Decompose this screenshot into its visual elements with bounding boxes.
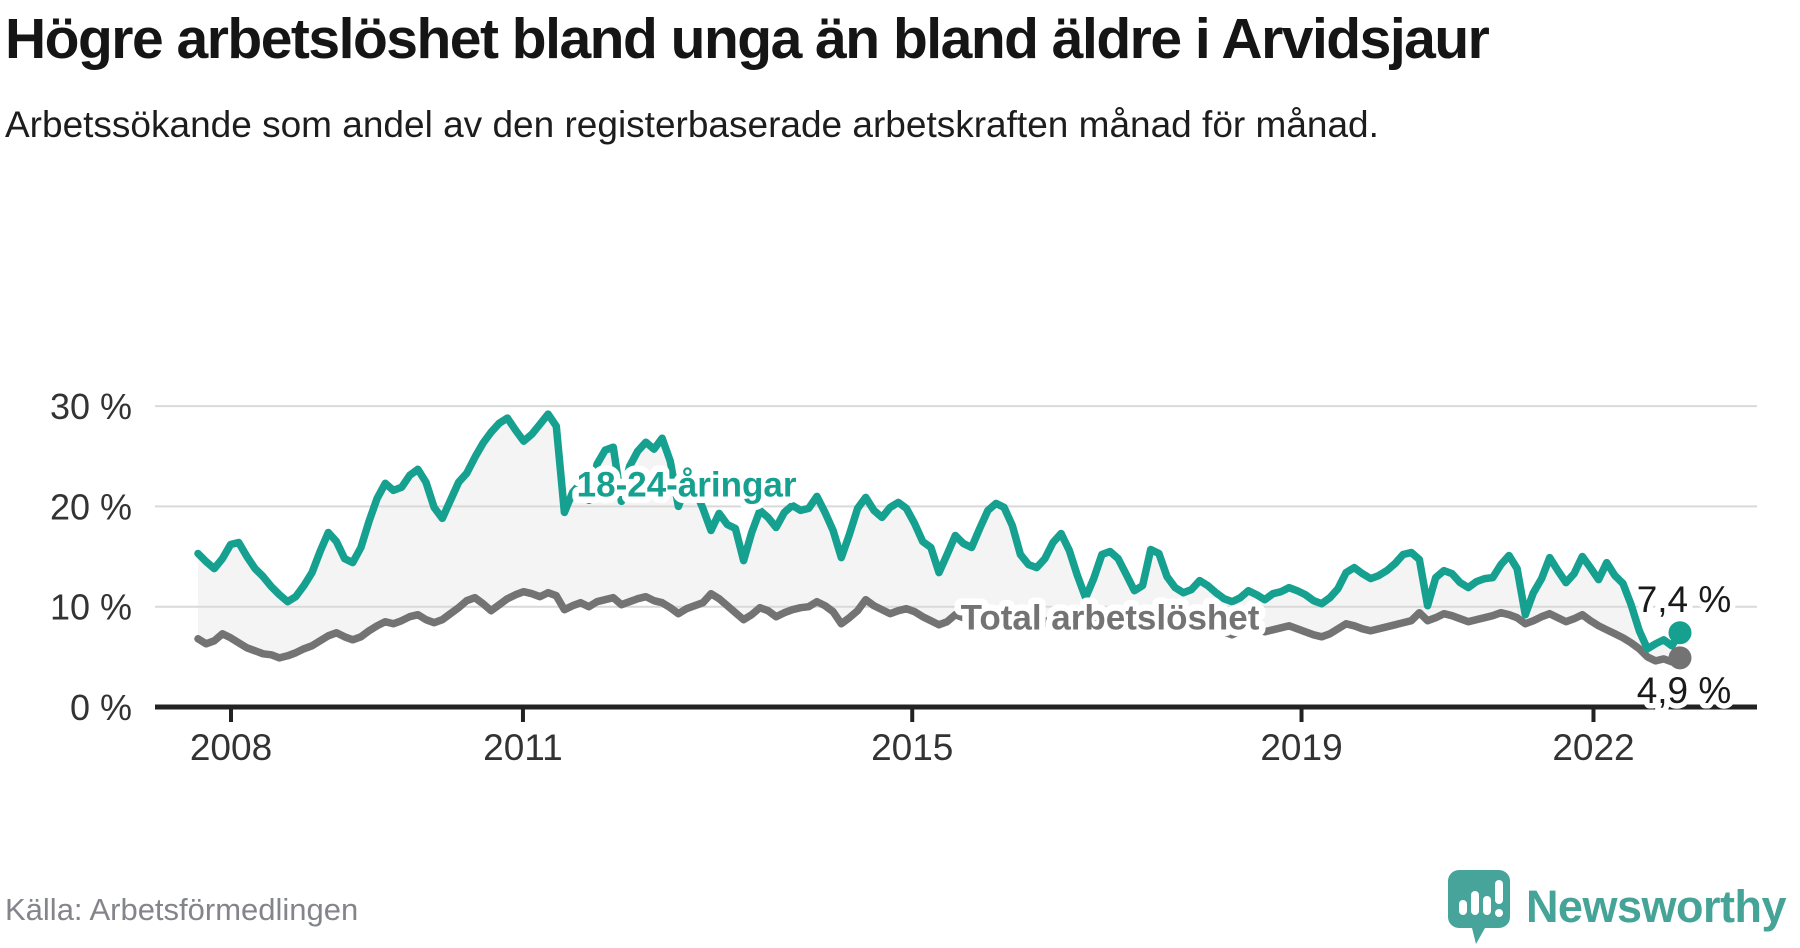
x-axis-tick-label: 2008 [190, 727, 272, 768]
series-line-total [194, 587, 1684, 666]
y-axis-tick-label: 0 % [70, 687, 132, 728]
x-axis-tick-label: 2015 [871, 727, 953, 768]
newsworthy-wordmark: Newsworthy [1525, 881, 1787, 932]
x-axis-tick-label: 2019 [1260, 727, 1342, 768]
series-label: Total arbetslöshet [961, 599, 1260, 638]
source-credit: Källa: Arbetsförmedlingen [5, 892, 359, 927]
x-axis-tick-label: 2022 [1552, 727, 1634, 768]
page-title: Högre arbetslöshet bland unga än bland ä… [5, 7, 1490, 71]
newsworthy-bubble-icon [1447, 870, 1510, 944]
series-end-dot-total [1668, 646, 1692, 670]
y-axis-tick-label: 30 % [50, 386, 132, 427]
series-end-dot-youth [1668, 621, 1692, 645]
newsworthy-logo: Newsworthy [1446, 868, 1787, 946]
end-value-label-total: 4,9 % [1637, 670, 1732, 711]
y-axis-tick-label: 20 % [50, 486, 132, 527]
series-label: 18-24-åringar [577, 465, 797, 504]
x-axis-tick-label: 2011 [483, 727, 563, 768]
end-value-label-youth: 7,4 % [1637, 579, 1732, 620]
y-axis-tick-label: 10 % [50, 587, 132, 628]
chart-subtitle: Arbetssökande som andel av den registerb… [5, 104, 1379, 146]
series-line-youth [194, 410, 1684, 653]
chart-header: Högre arbetslöshet bland unga än bland ä… [5, 6, 1605, 149]
